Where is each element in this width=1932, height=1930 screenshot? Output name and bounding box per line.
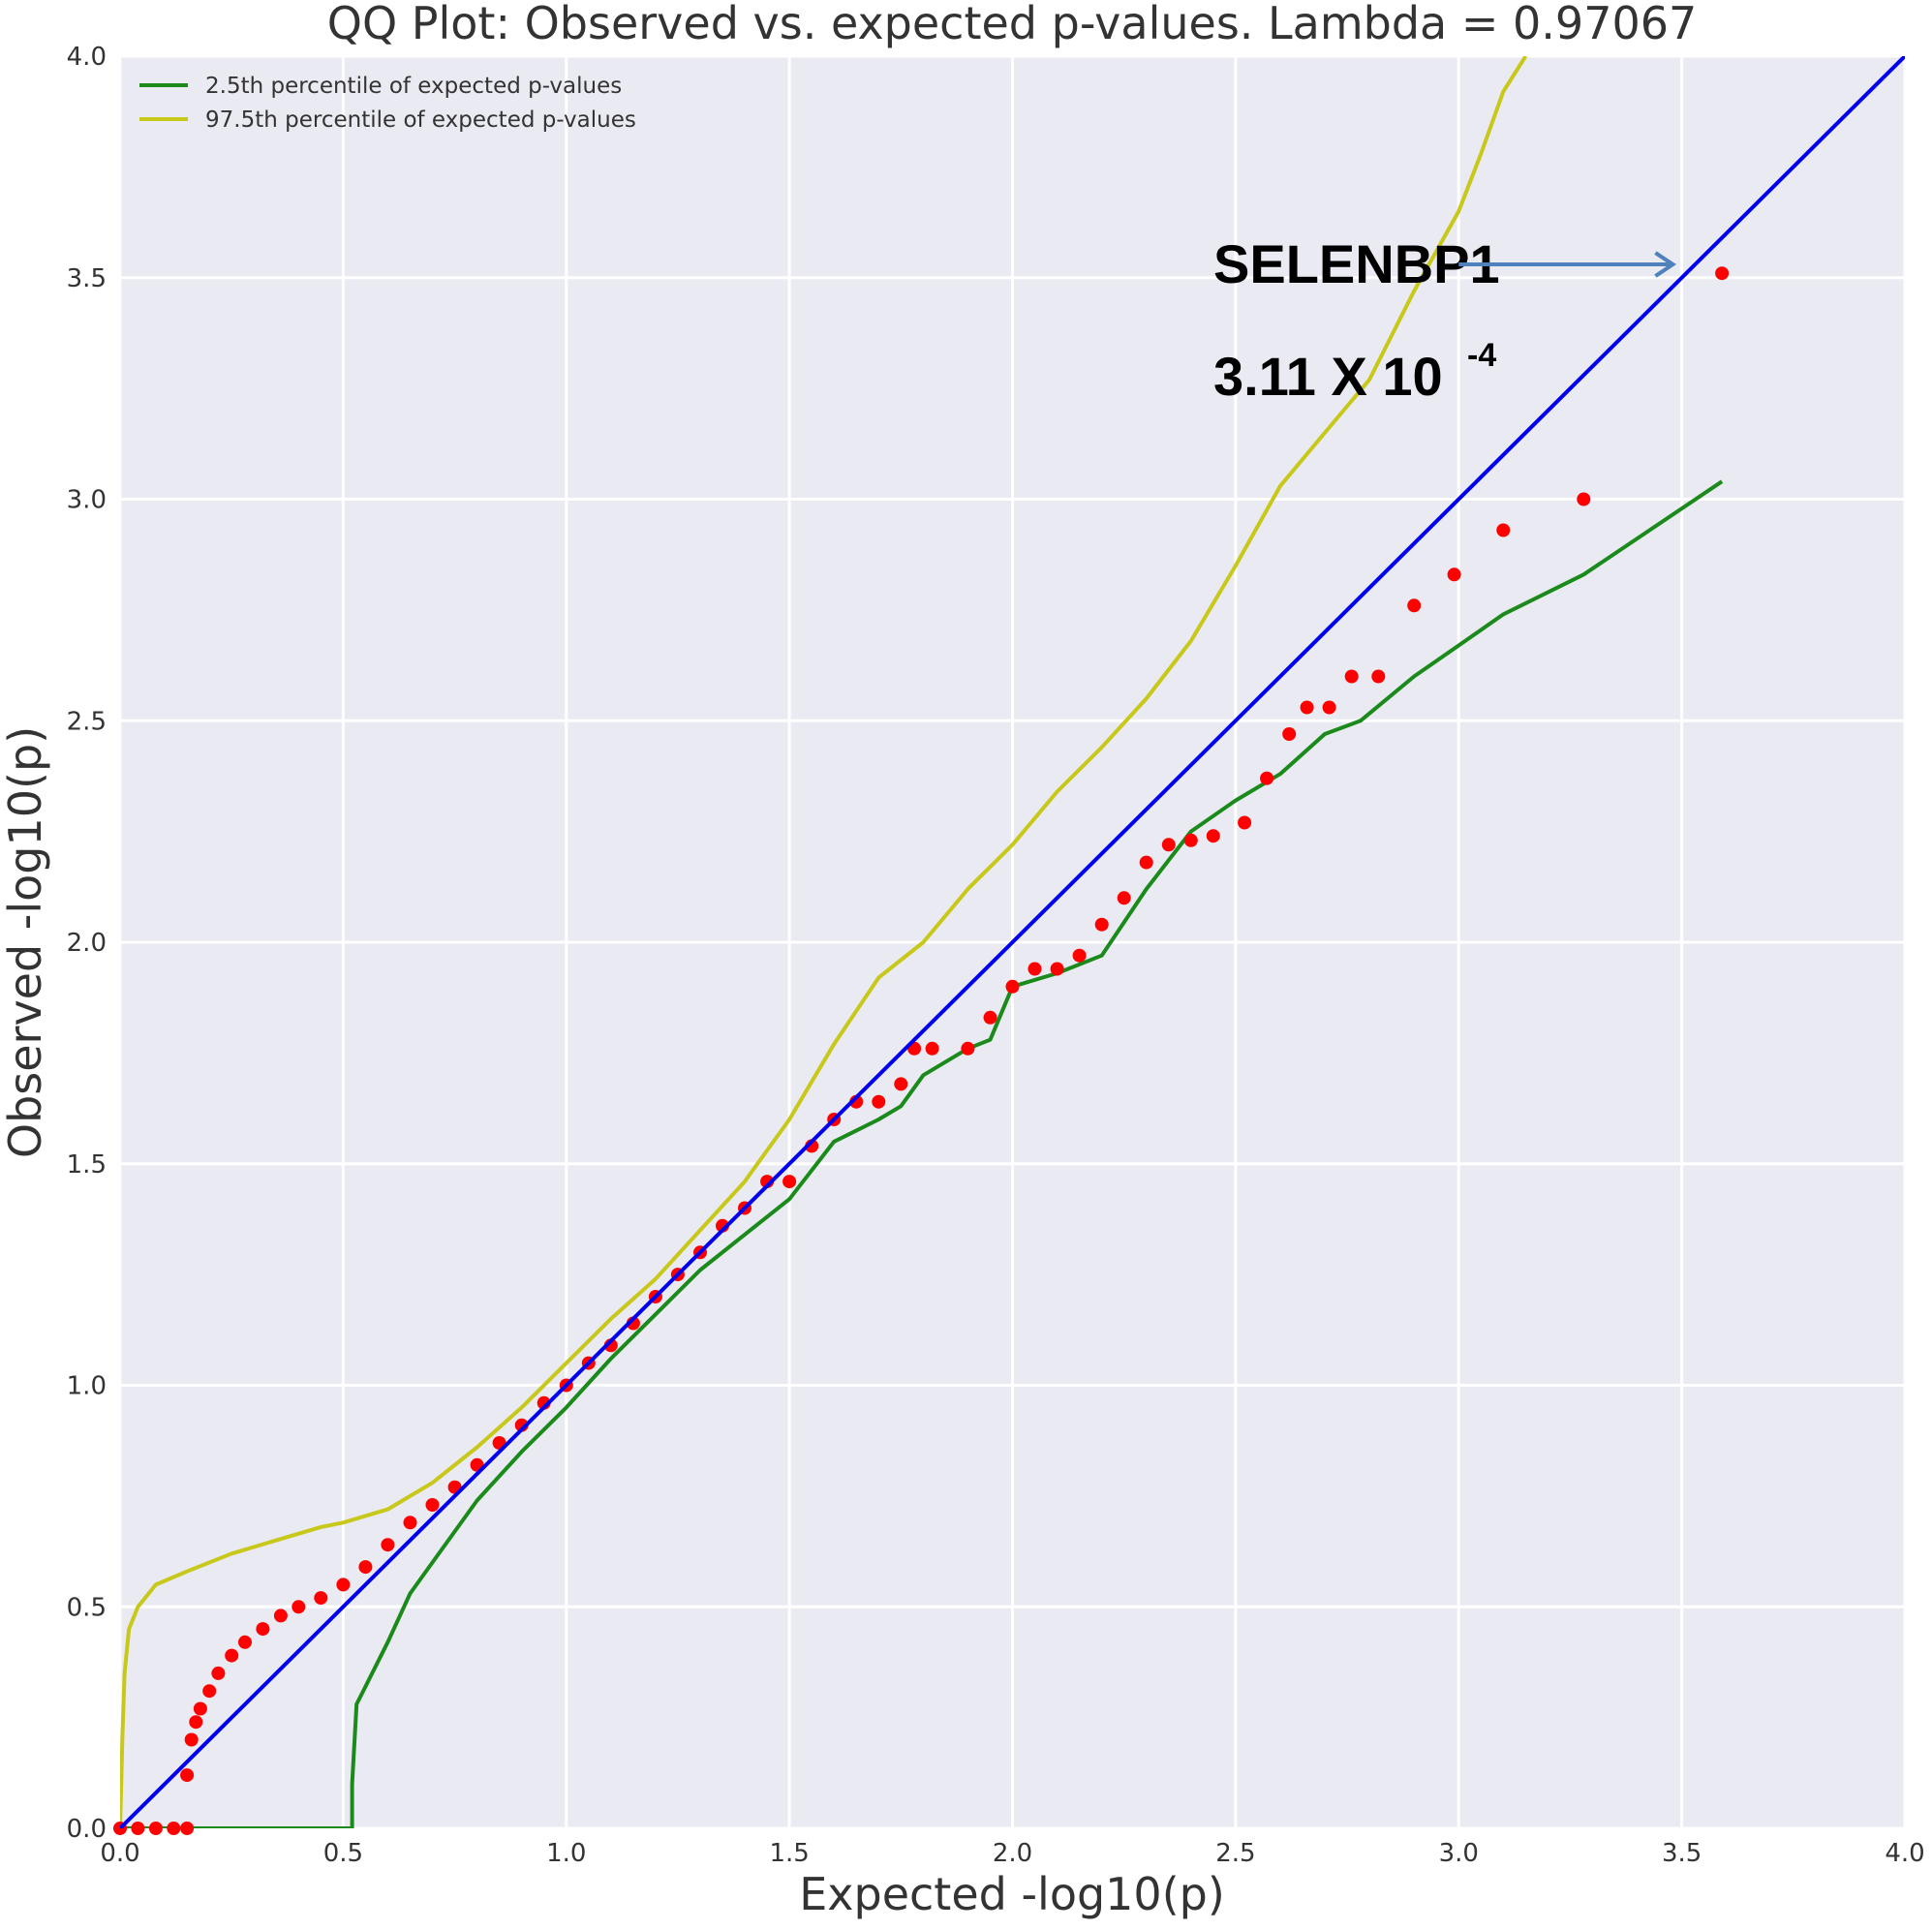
- y-tick-label: 0.0: [67, 1815, 107, 1844]
- observed-point: [1260, 771, 1274, 785]
- x-tick-label: 1.0: [546, 1839, 586, 1868]
- observed-point: [180, 1768, 195, 1783]
- annotation-pvalue-exponent: -4: [1467, 337, 1496, 374]
- y-tick-label: 3.5: [67, 264, 107, 293]
- observed-point: [211, 1666, 226, 1680]
- upper-percentile-line: [120, 56, 1528, 1828]
- observed-point: [1447, 567, 1461, 582]
- x-tick-label: 3.5: [1662, 1839, 1702, 1868]
- observed-point: [180, 1822, 195, 1835]
- lower-percentile-line: [120, 479, 1724, 1828]
- observed-point: [983, 1010, 997, 1025]
- observed-point: [1072, 948, 1087, 963]
- legend: 2.5th percentile of expected p-values 97…: [139, 74, 636, 133]
- observed-point: [872, 1094, 886, 1109]
- observed-point: [1300, 700, 1314, 715]
- y-tick-label: 4.0: [67, 43, 107, 72]
- y-tick-label: 0.5: [67, 1593, 107, 1622]
- observed-point: [1183, 833, 1198, 847]
- observed-point: [291, 1600, 306, 1614]
- observed-point: [1161, 838, 1176, 852]
- observed-point: [131, 1822, 145, 1835]
- observed-point: [273, 1608, 288, 1623]
- observed-point: [1577, 492, 1591, 506]
- y-tick-label: 3.0: [67, 486, 107, 515]
- observed-point: [193, 1701, 207, 1716]
- observed-point: [358, 1560, 373, 1575]
- observed-point: [1027, 962, 1042, 976]
- x-tick-label: 2.0: [993, 1839, 1032, 1868]
- annotation-gene-label: SELENBP1: [1213, 233, 1500, 294]
- observed-point: [1715, 266, 1730, 281]
- observed-point: [381, 1538, 395, 1552]
- observed-point: [256, 1622, 270, 1637]
- legend-label-upper: 97.5th percentile of expected p-values: [205, 107, 636, 133]
- observed-point: [782, 1175, 797, 1189]
- observed-point: [1238, 815, 1252, 830]
- y-tick-label: 2.0: [67, 929, 107, 958]
- observed-point: [314, 1591, 328, 1606]
- x-tick-label: 0.0: [100, 1839, 139, 1868]
- reference-diagonal-line: [120, 56, 1905, 1828]
- x-tick-label: 1.5: [769, 1839, 809, 1868]
- observed-point: [425, 1498, 440, 1512]
- x-tick-label: 2.5: [1215, 1839, 1255, 1868]
- observed-point: [238, 1635, 252, 1649]
- observed-point: [336, 1578, 351, 1592]
- observed-point: [189, 1715, 203, 1730]
- observed-point: [1322, 700, 1336, 715]
- observed-point: [1496, 523, 1511, 537]
- y-tick-label: 1.5: [67, 1150, 107, 1179]
- x-tick-label: 4.0: [1885, 1839, 1924, 1868]
- observed-point: [202, 1684, 217, 1699]
- observed-point: [1282, 727, 1297, 741]
- observed-point: [1344, 669, 1359, 684]
- observed-point: [894, 1077, 908, 1091]
- chart-title: QQ Plot: Observed vs. expected p-values.…: [327, 0, 1698, 49]
- x-tick-label: 3.0: [1439, 1839, 1479, 1868]
- observed-point: [1094, 917, 1109, 932]
- observed-point: [184, 1732, 199, 1747]
- data-series: [113, 56, 1905, 1835]
- observed-point: [1407, 598, 1422, 613]
- observed-point: [1206, 829, 1220, 843]
- observed-point: [925, 1041, 939, 1056]
- observed-point: [1050, 962, 1064, 976]
- observed-point: [1117, 891, 1131, 905]
- legend-label-lower: 2.5th percentile of expected p-values: [205, 74, 622, 99]
- annotation-pvalue-label: 3.11 X 10: [1213, 346, 1443, 407]
- observed-point: [403, 1516, 417, 1530]
- observed-point: [1005, 979, 1020, 994]
- annotations: SELENBP1 3.11 X 10 -4: [1213, 233, 1677, 407]
- observed-point: [148, 1822, 163, 1835]
- observed-point: [225, 1648, 239, 1663]
- observed-point: [1139, 855, 1153, 870]
- y-tick-label: 2.5: [67, 707, 107, 736]
- annotation-arrow-head: [1654, 251, 1677, 278]
- observed-point: [1371, 669, 1386, 684]
- observed-point: [961, 1041, 975, 1056]
- tick-labels: 0.0 0.5 1.0 1.5 2.0 2.5 3.0 3.5 4.0 0.0 0.5 1.0 1.5 2…: [67, 43, 1925, 1868]
- observed-point: [167, 1822, 181, 1835]
- x-tick-label: 0.5: [323, 1839, 363, 1868]
- y-tick-label: 1.0: [67, 1372, 107, 1401]
- x-axis-label: Expected -log10(p): [799, 1868, 1225, 1920]
- y-axis-label: Observed -log10(p): [0, 726, 51, 1158]
